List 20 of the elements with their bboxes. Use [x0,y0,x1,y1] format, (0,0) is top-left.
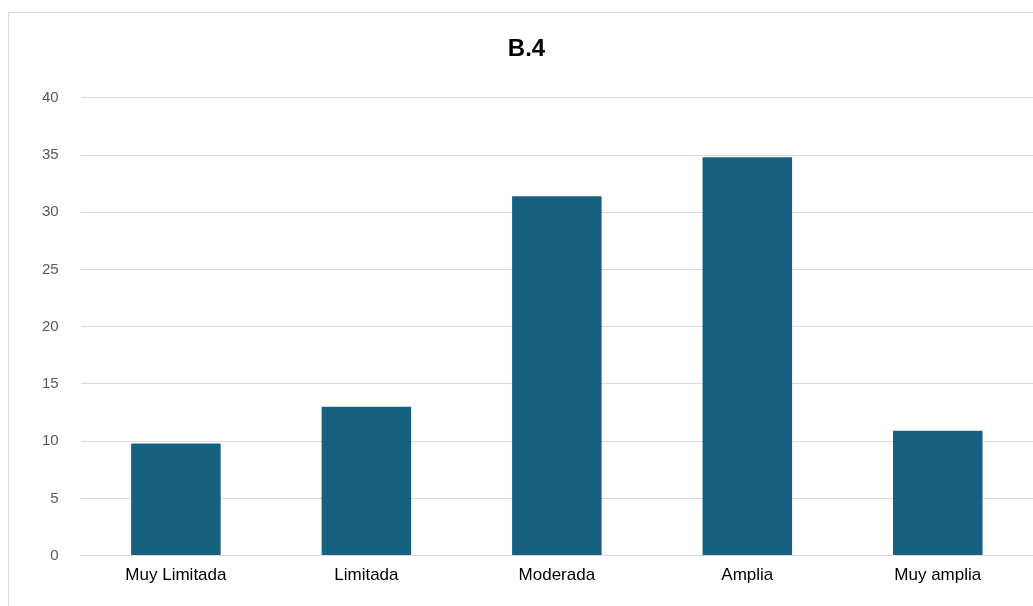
y-tick-label: 40 [42,87,59,105]
y-tick-label: 25 [42,259,59,277]
bar [512,196,602,556]
bar [131,443,221,556]
bar [893,430,983,556]
y-tick-label: 0 [50,545,59,563]
x-tick-label: Muy Limitada [125,565,227,585]
x-tick-label: Amplia [721,565,774,585]
x-tick-label: Muy amplia [894,565,982,585]
y-tick-label: 10 [42,431,59,449]
x-tick-label: Limitada [334,565,400,585]
chart-title: B.4 [507,34,546,62]
y-tick-label: 20 [42,316,59,334]
y-tick-label: 30 [42,202,59,220]
x-tick-label: Moderada [518,565,596,585]
y-tick-label: 35 [42,145,59,163]
bar [702,157,793,556]
y-tick-label: 15 [42,374,59,392]
y-tick-label: 5 [50,488,59,506]
bar [321,406,412,556]
